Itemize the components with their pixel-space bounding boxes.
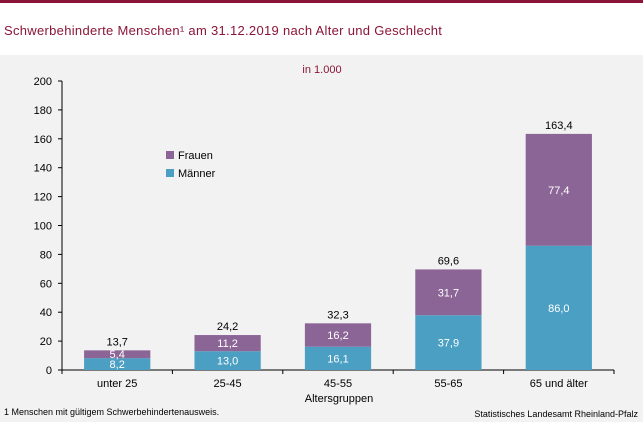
- legend: Frauen Männer: [166, 150, 216, 180]
- y-axis: 0 20 40 60 80 100 120 140 160 180 200: [34, 76, 63, 377]
- y-tick-label: 100: [34, 221, 52, 233]
- bar-frauen: [525, 133, 592, 246]
- chart-area: in 1.000 0 20 40 60 80 100 120 140 160 180 200 unt…: [0, 55, 643, 422]
- bar-frauen: [194, 335, 261, 352]
- data-label-frauen: 5,4: [110, 349, 125, 361]
- x-tick-label: 45-55: [324, 378, 352, 390]
- legend-swatch-maenner: [166, 169, 174, 177]
- y-tick-label: 20: [40, 336, 52, 348]
- y-tick-label: 60: [40, 278, 52, 290]
- data-label-maenner: 8,2: [110, 359, 125, 371]
- bar-frauen: [304, 323, 372, 347]
- bar-maenner: [194, 351, 261, 370]
- data-label-frauen: 11,2: [217, 338, 238, 350]
- legend-label-frauen: Frauen: [178, 150, 213, 162]
- x-axis-title: Altersgruppen: [305, 393, 374, 405]
- bars: 8,25,413,7 13,0 11,2 24,2 16,1 16,2 32,3 37,9 31…: [84, 120, 592, 371]
- bar-frauen: [415, 269, 482, 316]
- data-label-maenner: 86,0: [548, 303, 569, 315]
- legend-swatch-frauen: [166, 151, 174, 159]
- bar-maenner: [525, 245, 592, 370]
- data-label-maenner: 13,0: [217, 356, 238, 368]
- x-tick-label: unter 25: [97, 378, 137, 390]
- data-label-frauen: 16,2: [327, 330, 348, 342]
- x-tick-label: 65 und älter: [530, 378, 588, 390]
- stacked-bar-chart: in 1.000 0 20 40 60 80 100 120 140 160 180 200 unt…: [4, 64, 638, 419]
- data-label-total: 24,2: [217, 321, 238, 333]
- data-label-frauen: 31,7: [438, 287, 459, 299]
- data-label-total: 32,3: [327, 309, 348, 321]
- y-tick-label: 180: [34, 105, 52, 117]
- y-tick-label: 120: [34, 192, 52, 204]
- header: Schwerbehinderte Menschen¹ am 31.12.2019…: [0, 3, 643, 55]
- top-rule: [0, 0, 643, 3]
- bar-maenner: [84, 358, 151, 370]
- data-label-maenner: 16,1: [327, 353, 348, 365]
- chart-title: Schwerbehinderte Menschen¹ am 31.12.2019…: [4, 23, 443, 38]
- y-tick-label: 160: [34, 134, 52, 146]
- x-tick-label: 25-45: [214, 378, 242, 390]
- y-tick-label: 140: [34, 163, 52, 175]
- y-tick-label: 0: [46, 365, 52, 377]
- footnote: 1 Menschen mit gültigem Schwerbehinderte…: [4, 407, 219, 417]
- y-tick-label: 40: [40, 307, 52, 319]
- data-label-total: 69,6: [438, 255, 459, 267]
- legend-label-maenner: Männer: [178, 168, 216, 180]
- x-axis: unter 25 25-45 45-55 55-65 65 und älter: [61, 369, 615, 390]
- source-note: Statistisches Landesamt Rheinland-Pfalz: [474, 409, 638, 419]
- bar-maenner: [415, 315, 482, 370]
- bar-maenner: [304, 346, 372, 370]
- bar-frauen: [84, 350, 151, 359]
- data-label-total: 163,4: [545, 120, 573, 132]
- data-label-maenner: 37,9: [438, 338, 459, 350]
- x-tick-label: 55-65: [434, 378, 462, 390]
- data-label-frauen: 77,4: [548, 185, 569, 197]
- data-label-total: 13,7: [106, 336, 127, 348]
- y-tick-label: 80: [40, 249, 52, 261]
- y-tick-label: 200: [34, 76, 52, 88]
- unit-label: in 1.000: [302, 64, 341, 76]
